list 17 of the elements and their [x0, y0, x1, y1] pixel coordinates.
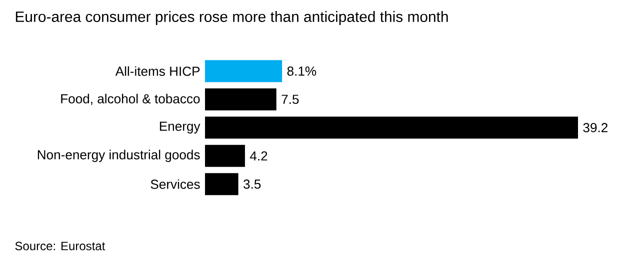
data-label: 3.5 [244, 180, 261, 189]
bar [205, 144, 245, 167]
y-tick-label: Food, alcohol & tobacco [61, 94, 200, 105]
bar [205, 173, 238, 196]
bar [205, 88, 276, 110]
y-tick-label: Services [150, 179, 200, 189]
data-label: 8.1% [287, 66, 316, 76]
y-tick-label: Non-energy industrial goods [38, 150, 200, 162]
y-tick-label: Energy [160, 122, 200, 134]
y-tick-label: All-items HICP [115, 66, 200, 76]
chart-title: Euro-area consumer prices rose more than anticipated this month [16, 11, 448, 25]
data-label: 7.5 [282, 94, 299, 104]
data-label: 4.2 [250, 151, 268, 160]
data-label: 39.2 [583, 123, 608, 132]
bar [205, 60, 282, 82]
source-note: Source: Eurostat [15, 242, 106, 250]
bar [205, 116, 578, 139]
